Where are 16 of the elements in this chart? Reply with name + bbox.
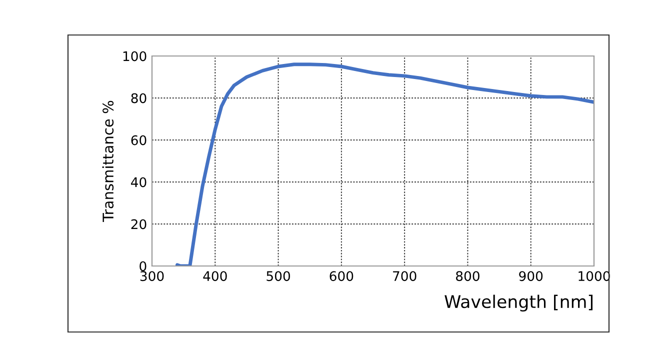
y-tick-label: 40 xyxy=(130,177,146,188)
y-axis-title: Transmittance % xyxy=(102,100,114,222)
x-tick-label: 400 xyxy=(203,271,227,282)
y-tick-label: 100 xyxy=(123,51,146,62)
y-tick-label: 20 xyxy=(131,219,146,230)
line-series xyxy=(176,62,594,266)
x-tick-label: 800 xyxy=(456,271,480,282)
x-axis-title: Wavelength [nm] xyxy=(444,294,593,312)
x-tick-label: 500 xyxy=(266,271,290,282)
x-tick-label: 600 xyxy=(330,271,354,282)
x-tick-label: 700 xyxy=(393,271,416,282)
y-tick-label: 60 xyxy=(131,135,146,146)
x-tick-label: 300 xyxy=(140,271,164,282)
y-tick-label: 80 xyxy=(131,93,146,104)
y-tick-label: 0 xyxy=(140,261,146,272)
x-tick-label: 900 xyxy=(519,271,543,282)
